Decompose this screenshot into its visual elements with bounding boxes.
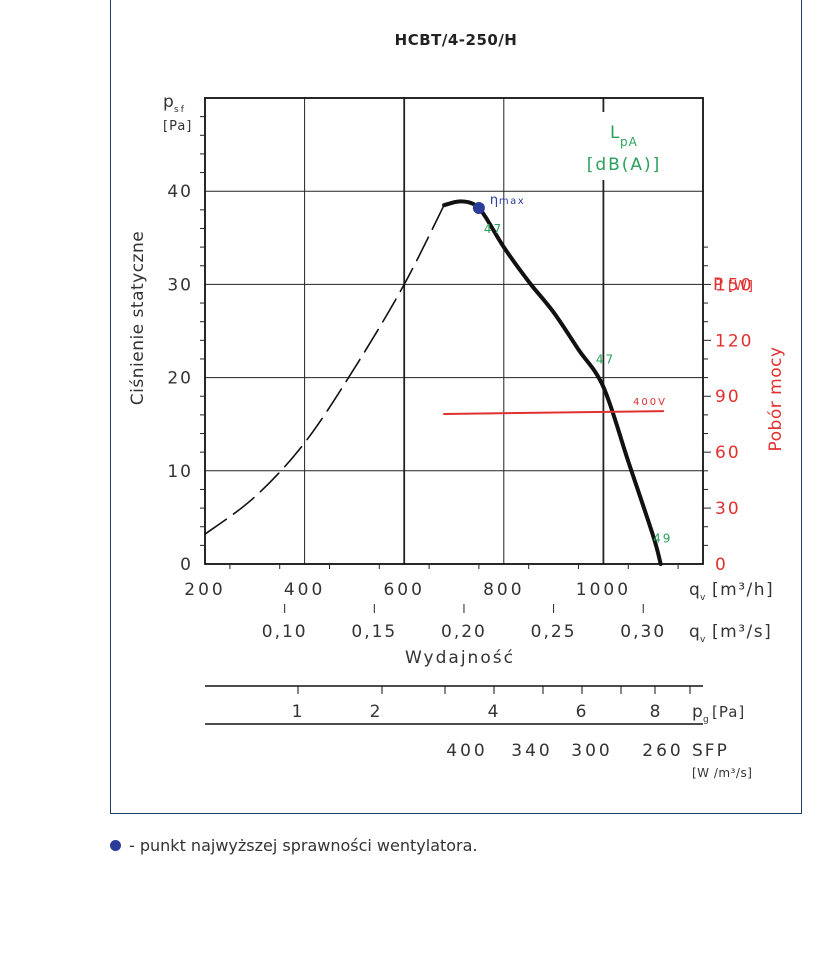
x-unit: [m³/h] (712, 580, 774, 600)
y2-tick-label: 0 (715, 555, 728, 575)
noise-label: 47 (596, 353, 615, 367)
x-tick-label: 1000 (576, 580, 631, 600)
noise-label: 47 (484, 222, 503, 236)
y-tick-label: 40 (167, 182, 193, 202)
y-axis-title: Ciśnienie statyczne (128, 231, 148, 405)
x2-tick-label: 0,25 (531, 622, 577, 642)
y-axis-symbol: p (163, 92, 176, 112)
pg-tick-label: 2 (370, 702, 383, 722)
pg-sub: g (703, 715, 711, 725)
power-curve (443, 410, 665, 415)
y-axis-unit: [Pa] (163, 119, 192, 134)
x-tick-label: 800 (483, 580, 524, 600)
pg-tick-label: 8 (650, 702, 663, 722)
eta-max-legend-dot-icon (110, 840, 121, 851)
x2-tick-label: 0,20 (441, 622, 487, 642)
plot-border (204, 97, 704, 565)
sfp-tick-label: 300 (571, 741, 612, 761)
sfp-label: SFP (692, 741, 729, 761)
footnote-text: - punkt najwyższej sprawności wentylator… (129, 836, 478, 855)
y2-axis-unit: [W] (728, 279, 754, 294)
lpa-label-bg (578, 112, 676, 180)
eta-max-label-sub: max (499, 196, 525, 207)
x-unit-sub: v (700, 593, 707, 603)
y2-axis-symbol: P (713, 275, 725, 295)
noise-label: 49 (653, 532, 672, 546)
y2-tick-label: 30 (715, 499, 741, 519)
pressure-curve-unstable (204, 204, 445, 535)
y2-axis-title: Pobór mocy (766, 347, 786, 452)
x-tick-label: 200 (184, 580, 225, 600)
eta-max-point (472, 201, 485, 214)
y-tick-label: 30 (167, 275, 193, 295)
sfp-tick-label: 400 (446, 741, 487, 761)
x2-unit-sub: v (700, 635, 707, 645)
chart-frame (110, 0, 802, 814)
pg-unit: [Pa] (712, 703, 745, 721)
y-tick-label: 0 (180, 555, 193, 575)
x-axis-title: Wydajność (405, 648, 515, 668)
y-axis-symbol-sub: sf (174, 105, 186, 115)
pg-symbol: p (692, 702, 705, 722)
x2-tick-label: 0,30 (620, 622, 666, 642)
y-tick-label: 20 (167, 369, 193, 389)
x2-tick-label: 0,10 (262, 622, 308, 642)
pg-tick-label: 1 (292, 702, 305, 722)
pg-tick-label: 4 (488, 702, 501, 722)
x2-unit-symbol: q (689, 622, 702, 642)
lpa-sub: pA (620, 135, 638, 149)
y2-tick-label: 150 (715, 275, 753, 295)
eta-max-label: η (490, 193, 500, 208)
y2-tick-label: 120 (715, 331, 753, 351)
power-series-label: 400V (633, 397, 667, 408)
x-unit-symbol: q (689, 580, 702, 600)
footnote: - punkt najwyższej sprawności wentylator… (110, 836, 478, 855)
chart-title: HCBT/4-250/H (395, 31, 518, 49)
sfp-unit: [W /m³/s] (692, 766, 752, 780)
pressure-curve (442, 199, 663, 566)
sfp-tick-label: 260 (642, 741, 683, 761)
x2-tick-label: 0,15 (351, 622, 397, 642)
y2-tick-label: 90 (715, 387, 741, 407)
sfp-tick-label: 340 (511, 741, 552, 761)
x-tick-label: 400 (284, 580, 325, 600)
y2-tick-label: 60 (715, 443, 741, 463)
lpa-unit: [dB(A)] (587, 155, 662, 175)
pg-tick-label: 6 (576, 702, 589, 722)
x2-unit: [m³/s] (712, 622, 772, 642)
x-tick-label: 600 (383, 580, 424, 600)
y-tick-label: 10 (167, 462, 193, 482)
lpa-symbol: L (610, 123, 621, 143)
